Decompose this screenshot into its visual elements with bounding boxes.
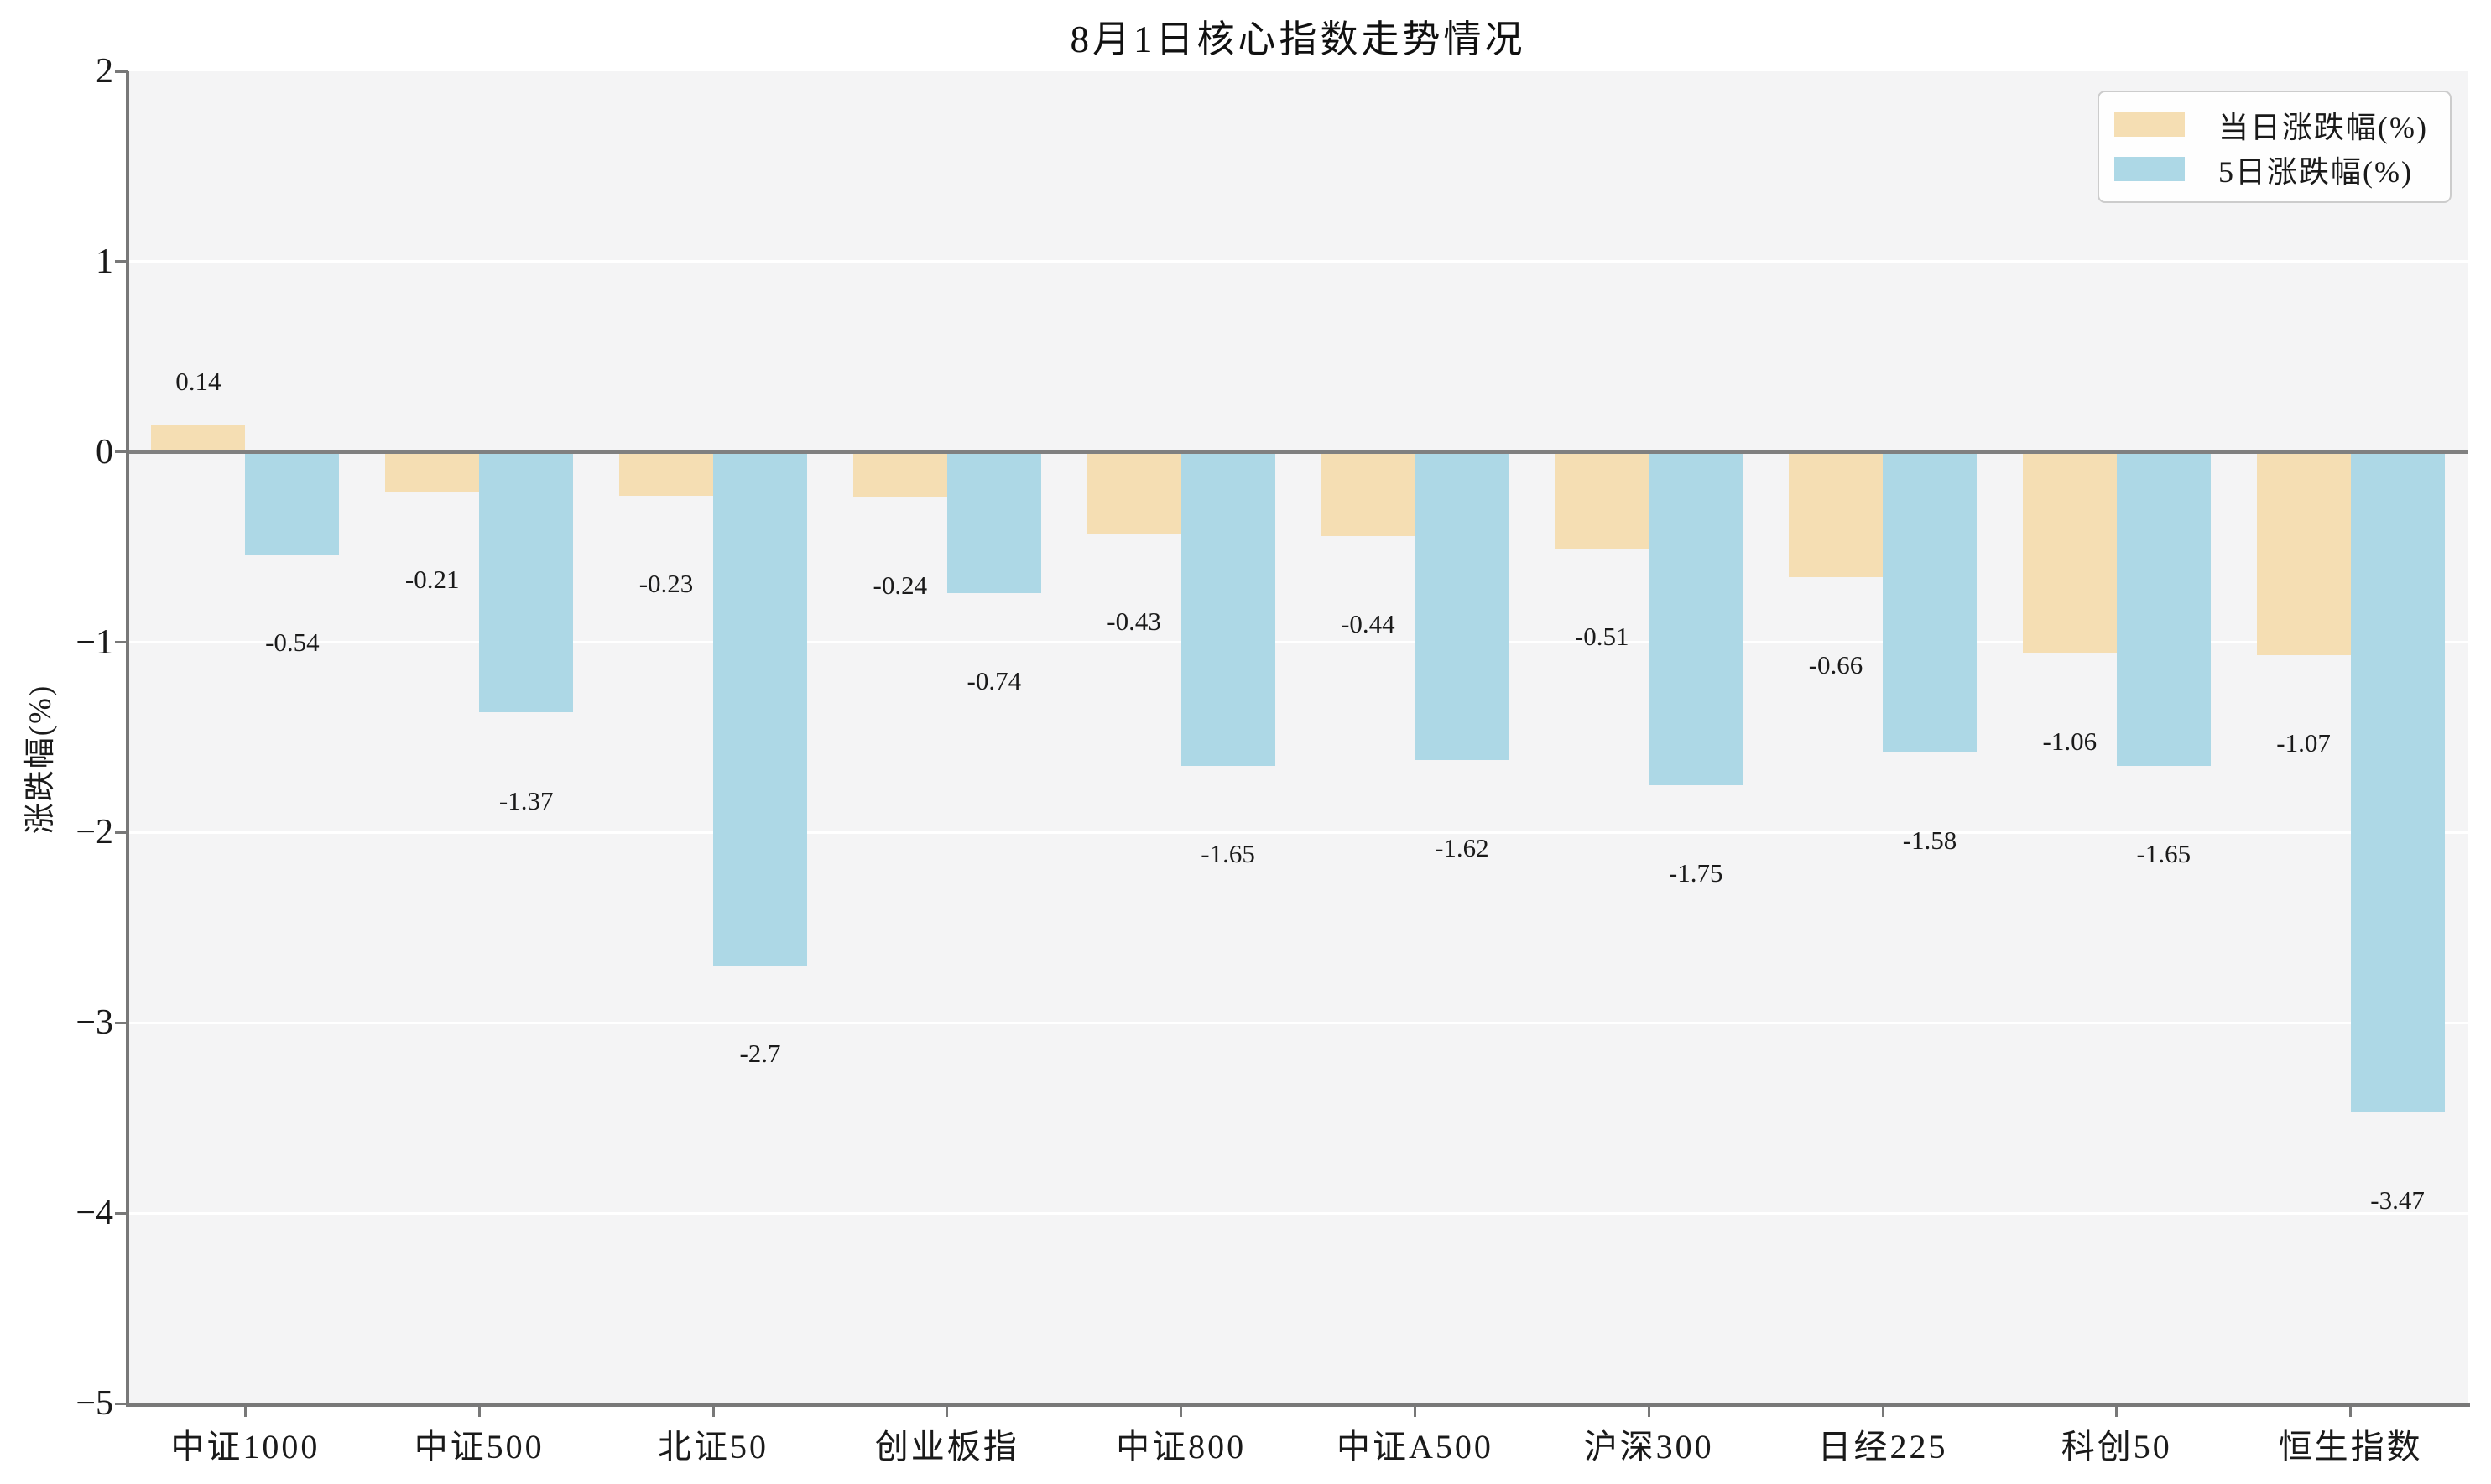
bar-daily-中证1000 [151,424,246,452]
gridline-y-2 [128,831,2468,834]
bar-daily-日经225 [1789,451,1883,578]
x-tick-mark [2349,1403,2353,1417]
bar-five-day-创业板指 [946,451,1041,593]
legend-item-daily: 当日涨跌幅(%) [2114,104,2435,146]
y-tick-label: 1 [96,242,113,281]
bar-value-label: -0.43 [1107,607,1161,637]
bar-value-label: -0.21 [404,565,460,595]
bar-daily-创业板指 [852,451,947,498]
x-tick-label-9: 科创50 [2061,1428,2172,1466]
bar-value-label: -0.74 [967,665,1022,695]
bar-value-label: -0.51 [1574,622,1629,652]
x-tick-mark [2115,1403,2118,1417]
y-tick-label: −3 [76,1003,113,1043]
bar-value-label: -0.23 [638,568,694,598]
gridline-y1 [128,260,2468,263]
y-tick-mark [115,1211,128,1215]
bar-value-label: -1.75 [1668,857,1723,888]
bar-value-label: 0.14 [175,366,221,396]
bar-value-label: -1.58 [1902,825,1957,856]
legend-swatch-five-day [2114,157,2185,181]
bar-five-day-沪深300 [1649,451,1743,785]
bar-daily-中证A500 [1321,451,1415,536]
bar-value-label: -0.66 [1808,650,1863,680]
y-tick-label: −5 [76,1384,113,1423]
x-tick-label-10: 恒生指数 [2278,1428,2423,1466]
bar-value-label: -1.37 [498,785,554,815]
x-tick-label-6: 中证A500 [1336,1428,1493,1466]
x-tick-label-5: 中证800 [1116,1428,1247,1466]
x-tick-label-7: 沪深300 [1583,1428,1714,1466]
y-tick-mark [115,450,128,454]
bar-five-day-中证800 [1180,451,1275,767]
x-tick-mark [711,1403,715,1417]
legend-swatch-daily [2114,112,2185,137]
x-tick-label-3: 北证50 [658,1428,769,1466]
x-tick-mark [1647,1403,1650,1417]
bar-five-day-中证A500 [1415,451,1509,761]
y-axis-spine [126,71,129,1407]
bar-daily-恒生指数 [2256,451,2351,656]
x-tick-mark [243,1403,247,1417]
y-tick-label: −4 [76,1194,113,1233]
gridline-y-1 [128,641,2468,644]
bar-five-day-日经225 [1883,451,1977,753]
bar-value-label: -1.07 [2276,728,2331,758]
legend-label-five-day: 5日涨跌幅(%) [2218,154,2413,189]
y-tick-mark [115,70,128,73]
x-tick-mark [1413,1403,1416,1417]
x-tick-mark [1180,1403,1183,1417]
y-tick-mark [115,641,128,644]
bar-value-label: -1.65 [1201,839,1255,869]
y-tick-label: −2 [76,813,113,852]
plot-area [128,71,2468,1403]
bar-daily-中证800 [1087,451,1181,534]
bar-value-label: -1.62 [1435,833,1489,863]
bar-value-label: -1.06 [2042,726,2098,757]
y-tick-mark [115,1402,128,1405]
x-tick-mark [1881,1403,1884,1417]
x-tick-label-8: 日经225 [1817,1428,1948,1466]
bar-five-day-中证500 [479,451,574,713]
bar-five-day-科创50 [2116,451,2211,767]
bar-value-label: -3.47 [2370,1185,2425,1215]
gridline-y-4 [128,1211,2468,1215]
y-tick-label: −1 [76,622,113,662]
bar-daily-北证50 [619,451,713,496]
bar-value-label: -0.44 [1341,608,1395,638]
x-tick-label-2: 中证500 [414,1428,545,1466]
y-tick-mark [115,831,128,834]
x-tick-mark [946,1403,949,1417]
bar-five-day-北证50 [713,451,807,966]
x-tick-mark [477,1403,481,1417]
bar-value-label: -2.7 [739,1039,781,1069]
legend-item-five-day: 5日涨跌幅(%) [2114,148,2435,190]
y-axis-title: 涨跌幅(%) [23,684,58,835]
y-tick-mark [115,1021,128,1024]
chart-title: 8月1日核心指数走势情况 [1070,18,1526,60]
bar-value-label: -0.54 [265,627,320,658]
bar-daily-沪深300 [1555,451,1649,549]
gridline-y-3 [128,1021,2468,1024]
bar-daily-科创50 [2022,451,2117,654]
y-tick-label: 0 [96,432,113,471]
bar-daily-中证500 [385,451,480,492]
x-tick-label-4: 创业板指 [874,1428,1019,1466]
bar-value-label: -0.24 [873,570,928,601]
y-tick-mark [115,260,128,263]
legend-label-daily: 当日涨跌幅(%) [2218,110,2428,144]
y-tick-label: 2 [96,52,113,91]
x-tick-label-1: 中证1000 [170,1428,320,1466]
legend-box: 当日涨跌幅(%) 5日涨跌幅(%) [2098,91,2452,203]
bar-five-day-恒生指数 [2350,451,2445,1112]
bar-five-day-中证1000 [245,451,340,555]
x-axis-spine [126,1403,2470,1407]
zero-axis-line [128,450,2468,454]
bar-value-label: -1.65 [2136,839,2191,869]
